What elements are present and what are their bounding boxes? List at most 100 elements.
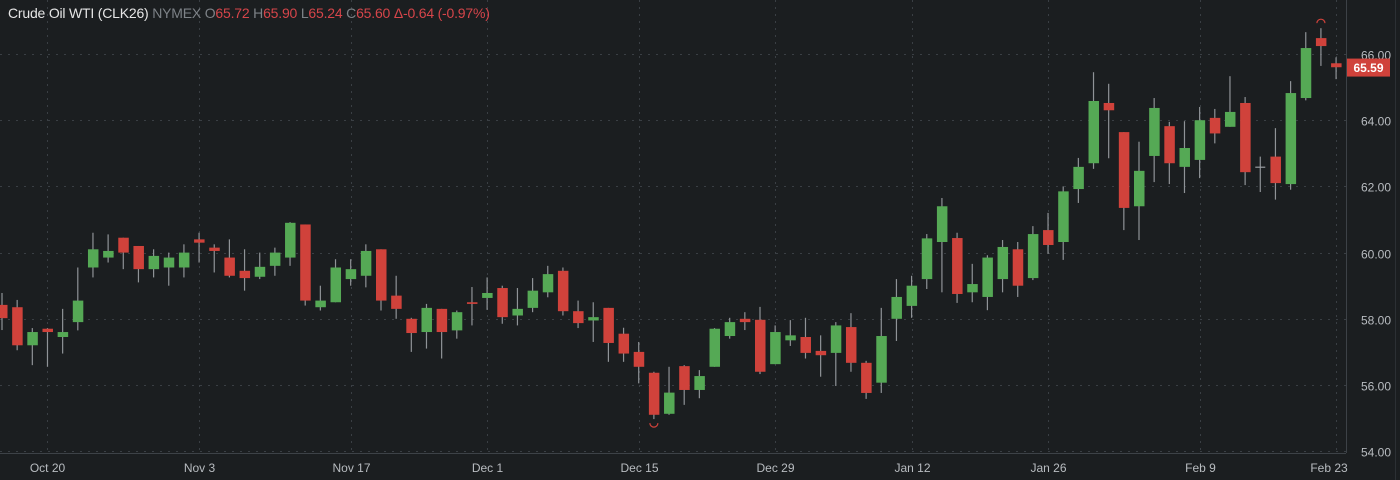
candle-body [755, 319, 766, 372]
candle [269, 247, 281, 276]
x-tick-label: Dec 29 [756, 461, 794, 475]
candle [785, 320, 796, 346]
change-value: Δ-0.64 (-0.97%) [393, 5, 490, 21]
y-tick-label: 60.00 [1361, 248, 1391, 262]
candle-body [633, 351, 645, 367]
candle-body [876, 336, 887, 383]
low-value: 65.24 [308, 5, 343, 21]
candle-body [1012, 249, 1024, 286]
candle [1134, 141, 1145, 241]
candle [861, 360, 872, 399]
time-axis[interactable]: Oct 20 Nov 3 Nov 17 Dec 1 Dec 15 Dec 29 Jan 12… [30, 461, 1348, 475]
candle-body [466, 302, 478, 304]
candle [876, 307, 887, 393]
candle-body [72, 300, 84, 323]
open-label: O [204, 5, 216, 21]
candle [1027, 226, 1039, 281]
candle-body [588, 317, 599, 321]
candle [1240, 97, 1251, 186]
candle-body [1300, 48, 1312, 99]
candle [72, 267, 84, 331]
candle-body [451, 312, 463, 331]
candle-body [785, 335, 796, 341]
candle [103, 234, 114, 263]
candle-body [345, 269, 357, 280]
candle-body [527, 290, 539, 308]
candle-body [1194, 120, 1206, 160]
candle [997, 240, 1009, 293]
candle-body [12, 307, 23, 346]
candle-body [679, 366, 690, 390]
candle-body [1027, 234, 1039, 279]
candle [1149, 98, 1160, 183]
y-tick-label: 56.00 [1361, 380, 1391, 394]
candle [148, 249, 160, 278]
candle [315, 285, 326, 311]
chart-legend-header: Crude Oil WTI (CLK26) NYMEX O65.72 H65.9… [8, 5, 490, 21]
candle-body [1331, 63, 1342, 68]
candle-body [421, 307, 432, 333]
candle-body [906, 285, 918, 306]
candle-body [1315, 38, 1327, 47]
open-value: 65.72 [215, 5, 250, 21]
candle [739, 312, 751, 331]
candle-body [27, 332, 38, 346]
candle-body [1058, 191, 1069, 243]
candle [830, 322, 842, 386]
candles [0, 28, 1342, 420]
candle [770, 325, 781, 365]
candle [664, 366, 675, 415]
candle [421, 303, 432, 349]
candle [921, 234, 933, 290]
candle [1164, 121, 1175, 185]
candle [163, 252, 175, 286]
candle-body [224, 257, 235, 276]
candle [254, 252, 266, 280]
candle [982, 255, 993, 311]
candle [87, 232, 99, 278]
candle-body [815, 350, 827, 356]
candle [391, 275, 402, 319]
x-tick-label: Dec 15 [620, 461, 658, 475]
candle-body [1179, 148, 1190, 167]
candle [588, 302, 599, 342]
candle-body [1073, 166, 1084, 190]
candle [1088, 72, 1100, 169]
candle-body [269, 252, 281, 266]
candle [694, 370, 705, 399]
candle-body [391, 295, 402, 309]
candle [1179, 121, 1190, 194]
candle [512, 288, 523, 326]
candle-body [739, 318, 751, 323]
candle [1331, 57, 1342, 80]
candle-body [330, 267, 342, 303]
candle-body [891, 296, 902, 319]
x-tick-label: Dec 1 [472, 461, 504, 475]
candle-body [300, 224, 311, 301]
candle-body [315, 300, 326, 308]
candle [936, 197, 948, 293]
candle [952, 232, 963, 303]
candle [1012, 242, 1024, 297]
candle-body [952, 238, 963, 294]
candle [57, 308, 69, 354]
candle-body [57, 332, 69, 338]
candle [800, 317, 811, 359]
candle-body [648, 372, 660, 415]
candle-body [194, 239, 205, 243]
exchange-name: NYMEX [152, 5, 201, 21]
close-label: C [346, 5, 357, 21]
candle-body [0, 304, 8, 319]
candle [239, 249, 251, 291]
candle [527, 278, 539, 313]
candle [724, 317, 736, 339]
candle [1118, 132, 1130, 231]
candle [42, 328, 53, 367]
candle [967, 263, 978, 303]
candle-body [42, 328, 53, 333]
candle [285, 222, 296, 266]
symbol-name: Crude Oil WTI (CLK26) [8, 5, 149, 21]
candle-body [724, 322, 736, 337]
